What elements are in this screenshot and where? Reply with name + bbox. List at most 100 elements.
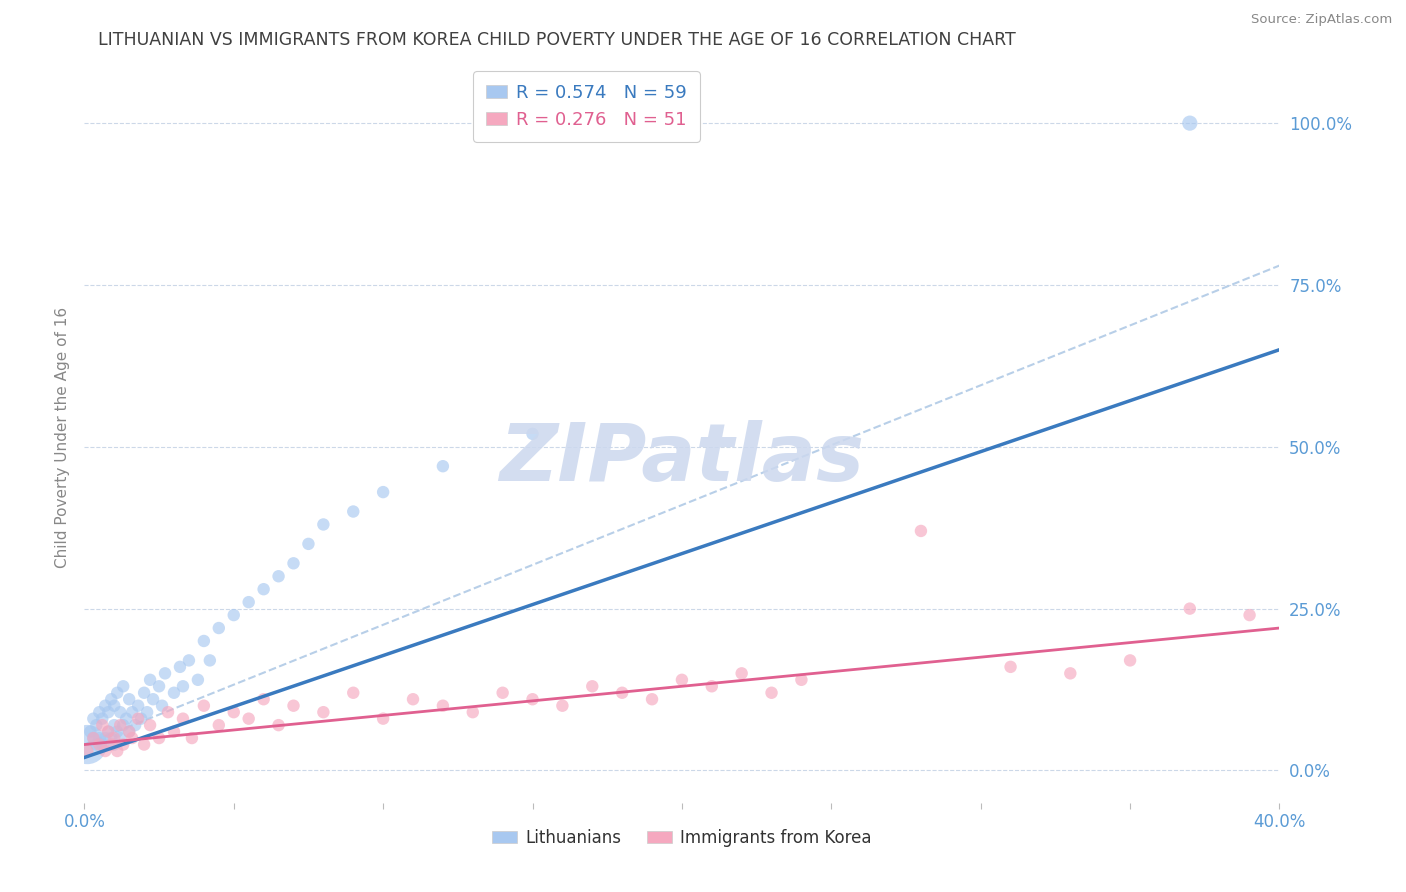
Point: [91, 718, 114, 732]
Point: [342, 504, 364, 518]
Point: [208, 621, 231, 635]
Point: [193, 634, 215, 648]
Point: [612, 686, 634, 700]
Point: [402, 692, 425, 706]
Point: [1178, 601, 1201, 615]
Point: [86, 738, 108, 752]
Point: [94, 744, 117, 758]
Point: [198, 653, 221, 667]
Point: [522, 692, 544, 706]
Point: [193, 698, 215, 713]
Point: [110, 718, 132, 732]
Point: [110, 731, 132, 745]
Point: [132, 686, 156, 700]
Point: [910, 524, 932, 538]
Point: [177, 653, 200, 667]
Point: [1000, 660, 1022, 674]
Point: [253, 582, 276, 597]
Legend: Lithuanians, Immigrants from Korea: Lithuanians, Immigrants from Korea: [479, 815, 884, 860]
Point: [522, 426, 544, 441]
Point: [112, 718, 135, 732]
Point: [103, 698, 125, 713]
Point: [121, 731, 143, 745]
Point: [172, 712, 194, 726]
Point: [169, 660, 191, 674]
Point: [100, 692, 122, 706]
Point: [139, 673, 162, 687]
Point: [127, 698, 149, 713]
Point: [103, 731, 125, 745]
Point: [103, 718, 125, 732]
Point: [97, 705, 120, 719]
Point: [283, 557, 305, 571]
Text: LITHUANIAN VS IMMIGRANTS FROM KOREA CHILD POVERTY UNDER THE AGE OF 16 CORRELATIO: LITHUANIAN VS IMMIGRANTS FROM KOREA CHIL…: [98, 31, 1017, 49]
Point: [115, 712, 138, 726]
Point: [208, 718, 231, 732]
Point: [461, 705, 484, 719]
Point: [297, 537, 319, 551]
Point: [105, 686, 128, 700]
Point: [312, 705, 335, 719]
Text: Source: ZipAtlas.com: Source: ZipAtlas.com: [1251, 13, 1392, 27]
Point: [373, 712, 395, 726]
Point: [129, 712, 152, 726]
Point: [551, 698, 574, 713]
Point: [110, 705, 132, 719]
Point: [187, 673, 209, 687]
Point: [267, 718, 290, 732]
Point: [89, 731, 111, 745]
Point: [112, 679, 135, 693]
Point: [671, 673, 693, 687]
Point: [91, 738, 114, 752]
Point: [163, 686, 186, 700]
Point: [312, 517, 335, 532]
Point: [100, 738, 122, 752]
Point: [105, 724, 128, 739]
Point: [97, 724, 120, 739]
Point: [79, 724, 101, 739]
Point: [91, 712, 114, 726]
Point: [731, 666, 754, 681]
Point: [222, 705, 245, 719]
Point: [253, 692, 276, 706]
Point: [118, 692, 141, 706]
Point: [139, 718, 162, 732]
Point: [1119, 653, 1142, 667]
Point: [89, 705, 111, 719]
Y-axis label: Child Poverty Under the Age of 16: Child Poverty Under the Age of 16: [55, 307, 70, 567]
Point: [82, 731, 104, 745]
Point: [124, 718, 146, 732]
Point: [432, 459, 454, 474]
Point: [118, 724, 141, 739]
Point: [283, 698, 305, 713]
Point: [118, 724, 141, 739]
Point: [150, 698, 173, 713]
Point: [157, 705, 180, 719]
Point: [492, 686, 515, 700]
Point: [163, 724, 186, 739]
Point: [132, 738, 156, 752]
Point: [112, 738, 135, 752]
Point: [127, 712, 149, 726]
Text: ZIPatlas: ZIPatlas: [499, 420, 865, 498]
Point: [103, 738, 125, 752]
Point: [238, 712, 260, 726]
Point: [222, 608, 245, 623]
Point: [1239, 608, 1261, 623]
Point: [581, 679, 603, 693]
Point: [97, 724, 120, 739]
Point: [89, 738, 111, 752]
Point: [181, 731, 204, 745]
Point: [761, 686, 783, 700]
Point: [267, 569, 290, 583]
Point: [142, 692, 165, 706]
Point: [153, 666, 176, 681]
Point: [172, 679, 194, 693]
Point: [76, 744, 98, 758]
Point: [86, 718, 108, 732]
Point: [342, 686, 364, 700]
Point: [148, 679, 170, 693]
Point: [1178, 116, 1201, 130]
Point: [700, 679, 723, 693]
Point: [148, 731, 170, 745]
